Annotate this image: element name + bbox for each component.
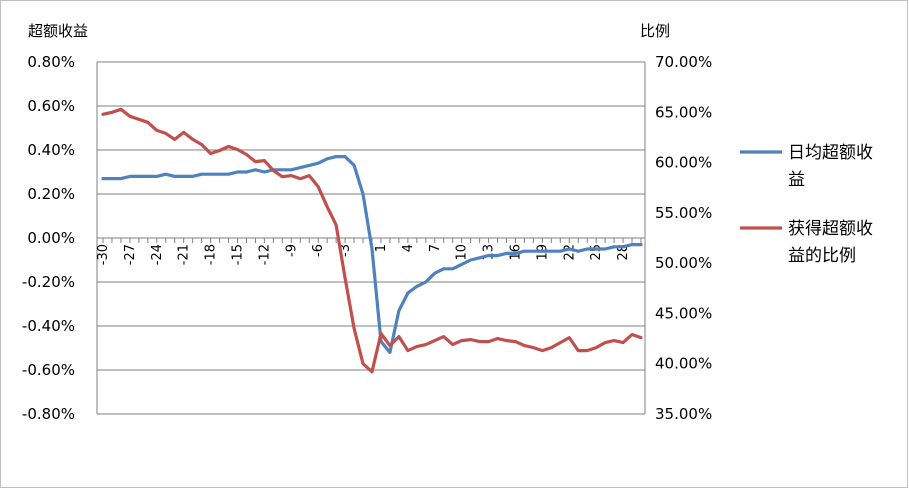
series-line-2 — [101, 107, 643, 374]
left-tick-label: -0.60% — [22, 361, 75, 379]
axes: 0.80% 0.60% 0.40% 0.20% 0.00% -0.20% -0.40% -0.… — [22, 53, 712, 423]
series-line-1 — [101, 155, 643, 354]
left-tick-label: 0.20% — [27, 185, 75, 203]
left-tick-label: -0.40% — [22, 317, 75, 335]
legend-label: 日均超额收益 — [788, 143, 873, 190]
x-tick-label: 10 — [455, 244, 470, 261]
x-tick-label: -12 — [257, 244, 272, 265]
left-tick-label: -0.80% — [22, 405, 75, 423]
right-tick-label: 35.00% — [655, 405, 712, 423]
left-tick-label: 0.00% — [27, 229, 75, 247]
gridlines — [97, 61, 645, 415]
legend-label: 获得超额收益的比例 — [788, 219, 873, 266]
left-tick-label: 0.40% — [27, 141, 75, 159]
right-tick-label: 55.00% — [655, 204, 712, 222]
x-tick-label: -18 — [204, 244, 219, 265]
x-tick-label: -15 — [231, 244, 246, 265]
x-tick-label: -30 — [96, 244, 111, 265]
right-axis-title: 比例 — [640, 22, 670, 40]
x-tick-label: -6 — [311, 244, 326, 257]
right-tick-label: 45.00% — [655, 304, 712, 322]
x-tick-label: 22 — [562, 244, 577, 261]
right-tick-label: 60.00% — [655, 154, 712, 172]
series-layer — [101, 107, 643, 374]
left-tick-label: 0.60% — [27, 97, 75, 115]
x-tick-label: -24 — [150, 244, 165, 265]
x-tick-label: 4 — [401, 244, 416, 252]
right-tick-label: 40.00% — [655, 355, 712, 373]
left-tick-label: -0.20% — [22, 273, 75, 291]
right-tick-label: 65.00% — [655, 103, 712, 121]
x-tick-label: 7 — [428, 244, 443, 252]
right-tick-label: 50.00% — [655, 254, 712, 272]
left-axis-title: 超额收益 — [28, 22, 88, 40]
left-tick-label: 0.80% — [27, 53, 75, 71]
x-tick-label: 1 — [374, 244, 389, 252]
x-tick-label: -27 — [123, 244, 138, 265]
x-tick-label: 25 — [589, 244, 604, 261]
x-tick-label: -9 — [284, 244, 299, 257]
x-tick-label: -21 — [177, 244, 192, 265]
right-tick-label: 70.00% — [655, 53, 712, 71]
